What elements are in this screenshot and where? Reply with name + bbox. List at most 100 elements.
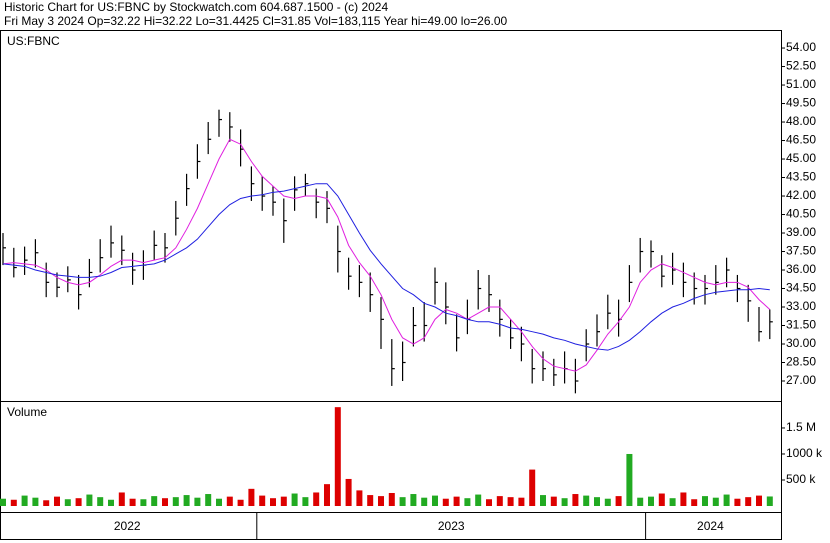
volume-bar (248, 488, 255, 506)
volume-bar (594, 497, 600, 506)
y-tick-label: 36.00 (786, 262, 816, 276)
volume-bar (345, 478, 352, 506)
volume-bar (658, 493, 665, 506)
volume-bar (302, 497, 309, 506)
volume-bar (561, 498, 568, 506)
volume-bar (712, 497, 719, 506)
volume-bar (226, 496, 233, 506)
y-tick-label: 31.50 (786, 318, 816, 332)
x-tick-label: 2024 (697, 519, 724, 533)
chart-subtitle: Fri May 3 2024 Op=32.22 Hi=32.22 Lo=31.4… (4, 14, 508, 28)
volume-bar (432, 495, 438, 506)
volume-bar (43, 500, 50, 506)
volume-bar (604, 498, 611, 506)
y-tick-label: 45.00 (786, 151, 816, 165)
volume-bar (572, 494, 579, 506)
volume-bar (691, 499, 698, 506)
x-tick-label: 2023 (438, 519, 465, 533)
volume-bar (518, 497, 525, 506)
volume-bar (356, 490, 363, 506)
y-tick-label: 28.50 (786, 355, 816, 369)
y-tick-label: 51.00 (786, 77, 816, 91)
y-tick-label: 40.50 (786, 207, 816, 221)
volume-bar (378, 496, 384, 506)
volume-bar (529, 469, 536, 506)
volume-bar (626, 453, 633, 506)
volume-bar (637, 497, 644, 506)
volume-bar (205, 494, 212, 506)
volume-bar (291, 493, 298, 506)
volume-bar (75, 498, 82, 506)
volume-bar (97, 497, 104, 506)
volume-bar (151, 496, 158, 506)
volume-bar (410, 494, 417, 506)
volume-bar (766, 496, 773, 506)
volume-bar (118, 492, 125, 506)
volume-bar (140, 499, 147, 506)
volume-tick-label: 1.5 M (786, 420, 816, 434)
volume-bar (669, 498, 676, 506)
y-tick-label: 33.00 (786, 299, 816, 313)
volume-bar (162, 498, 168, 506)
volume-bar (183, 495, 190, 506)
volume-bar (723, 494, 730, 506)
y-tick-label: 37.50 (786, 244, 816, 258)
y-tick-label: 39.00 (786, 225, 816, 239)
volume-bar (86, 494, 93, 506)
moving-average (2, 138, 771, 372)
volume-bar (0, 498, 6, 506)
volume-bar (32, 497, 39, 506)
volume-bar (756, 495, 762, 506)
volume-bar (324, 484, 330, 506)
volume-bar (648, 496, 654, 506)
y-tick-label: 52.50 (786, 59, 816, 73)
volume-bar (615, 496, 622, 506)
volume-tick-label: 1000 k (786, 446, 823, 460)
volume-bar (583, 495, 590, 506)
volume-bar (507, 497, 514, 506)
y-tick-label: 34.50 (786, 281, 816, 295)
volume-bar (280, 496, 287, 506)
volume-bar (464, 498, 471, 506)
volume-bar (334, 407, 341, 506)
volume-bar (10, 499, 17, 506)
volume-bar (108, 499, 114, 506)
volume-bar (680, 492, 687, 506)
volume-bar (367, 495, 374, 506)
volume-bar (270, 498, 276, 506)
volume-bar (496, 496, 503, 506)
volume-bar (421, 497, 428, 506)
volume-bar (442, 498, 449, 506)
symbol-label: US:FBNC (7, 34, 60, 48)
moving-average (2, 183, 770, 351)
volume-bar (550, 496, 557, 506)
y-tick-label: 43.50 (786, 170, 816, 184)
volume-bar (453, 496, 460, 506)
volume-tick-label: 500 k (786, 472, 816, 486)
volume-bar (540, 495, 546, 506)
chart-title: Historic Chart for US:FBNC by Stockwatch… (4, 0, 388, 14)
volume-bar (313, 492, 320, 506)
volume-bar (129, 498, 136, 506)
volume-bar (399, 497, 406, 506)
volume-bar (216, 498, 222, 506)
y-tick-label: 46.50 (786, 133, 816, 147)
volume-bar (702, 496, 708, 506)
volume-bar (475, 494, 482, 506)
volume-bar (237, 499, 244, 506)
volume-label: Volume (7, 405, 47, 419)
x-tick-label: 2022 (114, 519, 141, 533)
y-tick-label: 42.00 (786, 188, 816, 202)
y-tick-label: 30.00 (786, 336, 816, 350)
volume-bar (21, 495, 28, 506)
volume-bar (745, 497, 752, 506)
chart-frame (0, 30, 782, 540)
y-tick-label: 54.00 (786, 40, 816, 54)
volume-bar (172, 497, 179, 506)
volume-bar (388, 492, 395, 506)
volume-bar (734, 498, 741, 506)
y-tick-label: 48.00 (786, 114, 816, 128)
volume-bar (194, 497, 201, 506)
volume-bar (486, 499, 492, 506)
